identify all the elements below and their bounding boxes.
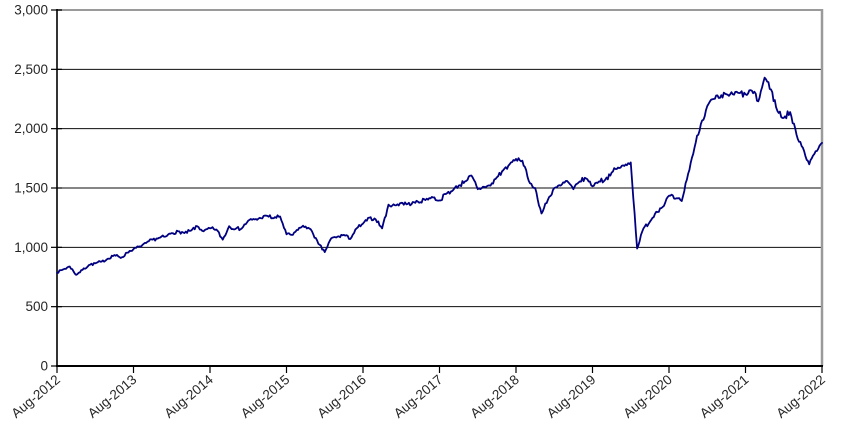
x-axis-label: Aug-2014	[161, 372, 216, 421]
x-axis-label: Aug-2017	[391, 372, 446, 421]
y-axis-ticks: 0 500 1,000 1,500 2,000 2,500 3,000	[14, 3, 62, 374]
x-axis-label: Aug-2018	[467, 372, 522, 421]
x-axis-label: Aug-2016	[314, 372, 369, 421]
y-axis-label: 2,000	[14, 121, 48, 136]
y-axis-label: 3,000	[14, 3, 48, 18]
x-axis-label: Aug-2020	[620, 372, 675, 421]
x-axis-label: Aug-2021	[697, 372, 752, 421]
y-axis-label: 1,000	[14, 240, 48, 255]
y-axis-label: 0	[40, 359, 48, 374]
y-axis-label: 1,500	[14, 181, 48, 196]
x-axis-label: Aug-2015	[238, 372, 293, 421]
x-axis-label: Aug-2012	[8, 372, 63, 421]
y-axis-label: 500	[25, 299, 48, 314]
plot-border	[57, 9, 824, 366]
x-axis-label: Aug-2013	[85, 372, 140, 421]
x-axis-ticks: Aug-2012 Aug-2013 Aug-2014 Aug-2015 Aug-2016…	[8, 366, 828, 421]
y-axis-label: 2,500	[14, 62, 48, 77]
x-axis-label: Aug-2022	[773, 372, 828, 421]
x-axis-label: Aug-2019	[544, 372, 599, 421]
gridlines	[57, 68, 822, 308]
series-line	[56, 76, 823, 276]
